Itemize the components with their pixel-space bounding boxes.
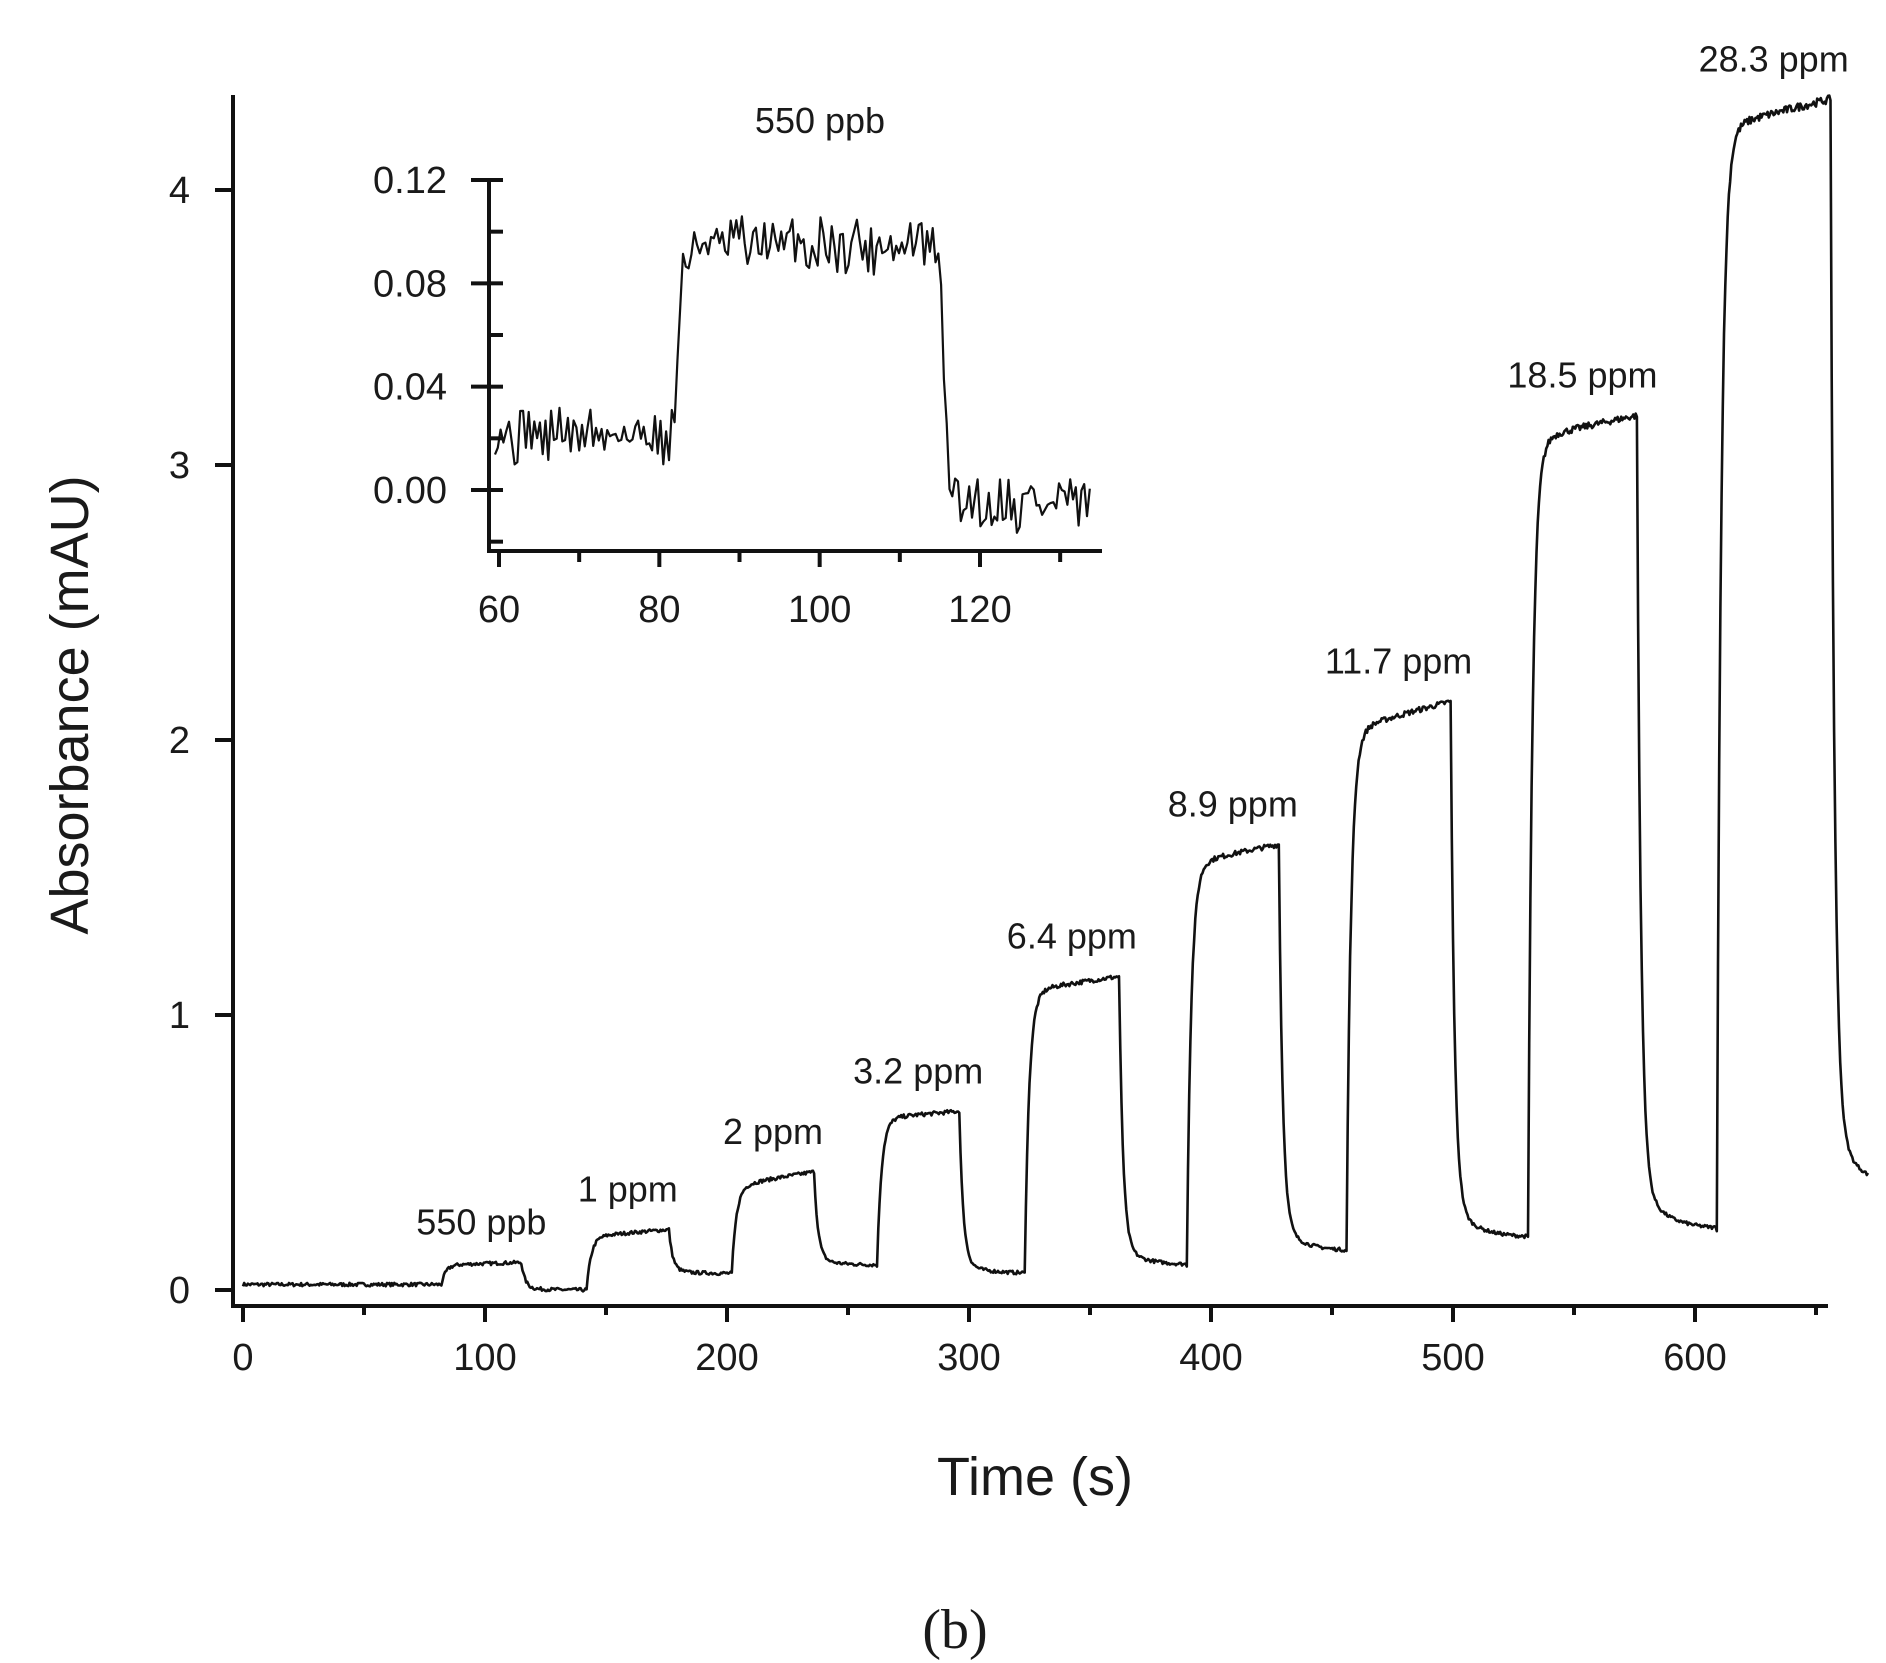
inset-x-tick-label: 120 <box>948 589 1011 631</box>
main-ticks <box>215 188 1818 1322</box>
inset-tick-labels: 60 80 100 120 0.00 0.04 0.08 0.12 <box>373 160 1012 631</box>
main-x-tick-label: 500 <box>1421 1337 1484 1379</box>
main-x-tick-label: 0 <box>232 1337 253 1379</box>
y-axis-label: Absorbance (mAU) <box>40 475 100 934</box>
main-y-tick-label: 1 <box>169 995 190 1037</box>
main-chart: 0 100 200 300 400 500 600 0 1 2 3 4 550 ppb 1 ppm 2 p… <box>40 38 1870 1507</box>
concentration-label: 1 ppm <box>578 1169 678 1210</box>
main-x-tick-label: 200 <box>695 1337 758 1379</box>
main-y-tick-label: 3 <box>169 445 190 487</box>
concentration-label: 18.5 ppm <box>1507 355 1657 396</box>
inset-ticks <box>471 178 1063 567</box>
inset-absorbance-trace <box>493 215 1091 534</box>
concentration-label: 3.2 ppm <box>853 1050 983 1091</box>
concentration-labels: 550 ppb 1 ppm 2 ppm 3.2 ppm 6.4 ppm 8.9 ppm 11… <box>416 38 1848 1242</box>
main-y-tick-label: 4 <box>169 170 190 212</box>
inset-title: 550 ppb <box>755 100 885 141</box>
main-y-tick-label: 2 <box>169 720 190 762</box>
main-x-tick-label: 300 <box>937 1337 1000 1379</box>
inset-x-tick-label: 100 <box>788 589 851 631</box>
main-y-tick-label: 0 <box>169 1270 190 1312</box>
inset-y-tick-label: 0.04 <box>373 367 447 409</box>
concentration-label: 550 ppb <box>416 1202 546 1243</box>
panel-label: (b) <box>922 1599 987 1661</box>
main-x-tick-label: 400 <box>1179 1337 1242 1379</box>
concentration-label: 2 ppm <box>723 1111 823 1152</box>
main-x-tick-label: 600 <box>1663 1337 1726 1379</box>
main-x-tick-label: 100 <box>453 1337 516 1379</box>
inset-y-tick-label: 0.08 <box>373 263 447 305</box>
concentration-label: 28.3 ppm <box>1699 38 1849 79</box>
inset-chart: 60 80 100 120 0.00 0.04 0.08 0.12 550 ppb <box>373 100 1102 631</box>
concentration-label: 11.7 ppm <box>1325 641 1472 682</box>
inset-y-tick-label: 0.00 <box>373 470 447 512</box>
inset-y-tick-label: 0.12 <box>373 160 447 202</box>
concentration-label: 6.4 ppm <box>1007 916 1137 957</box>
inset-x-tick-label: 60 <box>478 589 520 631</box>
inset-x-tick-label: 80 <box>638 589 680 631</box>
concentration-label: 8.9 ppm <box>1168 784 1298 825</box>
main-absorbance-trace <box>241 94 1870 1293</box>
main-tick-labels: 0 100 200 300 400 500 600 0 1 2 3 4 <box>169 170 1727 1379</box>
x-axis-label: Time (s) <box>937 1447 1133 1507</box>
